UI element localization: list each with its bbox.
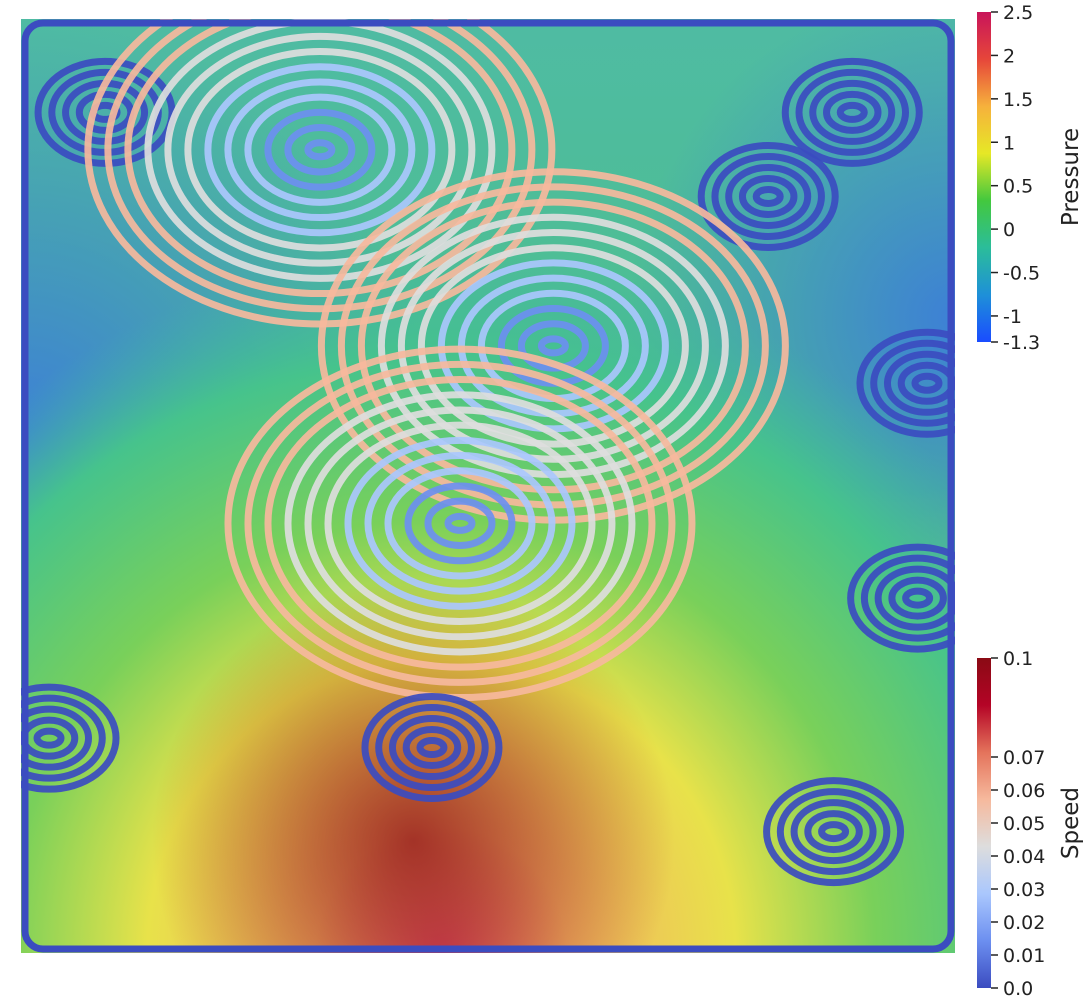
streamline — [404, 482, 516, 565]
streamline — [883, 350, 955, 416]
streamline — [911, 372, 943, 394]
streamline — [357, 198, 749, 494]
streamline — [416, 737, 448, 759]
streamline — [517, 320, 589, 372]
streamline — [304, 139, 336, 161]
streamline — [860, 554, 955, 642]
streamline — [847, 543, 955, 653]
streamline — [888, 576, 947, 620]
colorbar-tick-label: -0.5 — [1003, 263, 1040, 285]
streamline — [304, 406, 616, 641]
colorbar-tick-label: 0.06 — [1003, 780, 1045, 802]
colorbar-tick-label: 0.05 — [1003, 813, 1045, 835]
colorbar-tick-label: -1 — [1003, 306, 1022, 328]
streamline — [21, 705, 93, 771]
streamline — [337, 183, 769, 509]
colorbar-title: Pressure — [1058, 128, 1084, 226]
streamline — [104, 19, 536, 313]
colorbar-tick-label: 2 — [1003, 45, 1015, 67]
streamline — [34, 57, 176, 167]
streamline — [856, 328, 955, 438]
streamline — [224, 78, 416, 222]
streamline — [763, 777, 905, 887]
streamline — [738, 174, 798, 218]
streamline — [397, 229, 709, 463]
streamline — [444, 512, 476, 534]
streamline — [344, 436, 576, 610]
streamline — [818, 821, 850, 843]
streamline — [384, 467, 536, 580]
streamline — [324, 421, 596, 626]
streamline — [437, 259, 669, 433]
streamline — [375, 704, 489, 792]
streamline — [776, 788, 891, 876]
streamline — [184, 48, 456, 252]
streamline — [790, 799, 877, 865]
streamline — [752, 185, 784, 207]
streamline — [804, 810, 863, 854]
streamline — [264, 376, 656, 671]
streamline — [244, 360, 676, 686]
streamline — [21, 683, 120, 793]
streamline — [21, 694, 106, 782]
streamlines — [21, 19, 955, 953]
streamline — [33, 727, 65, 749]
streamline — [795, 68, 910, 156]
colorbar-tick-label: 0.02 — [1003, 912, 1045, 934]
streamline — [124, 19, 516, 298]
colorbar-tick-label: 0.01 — [1003, 945, 1045, 967]
streamline — [361, 693, 503, 803]
streamline — [902, 587, 934, 609]
streamline — [537, 335, 569, 357]
pressure-colorbar: 2.5 2 1.5 1 0.5 0 -0.5 -1 -1.3 Pressure — [977, 2, 1084, 354]
streamline — [697, 141, 839, 251]
colorbar-tick-label: 0 — [1003, 219, 1015, 241]
streamline — [204, 63, 436, 237]
streamline — [424, 497, 496, 550]
colorbar-tick-label: -1.3 — [1003, 332, 1040, 354]
colorbar-gradient — [977, 12, 991, 342]
streamline — [809, 79, 896, 145]
colorbar-tick-label: 0.1 — [1003, 648, 1033, 670]
streamline — [402, 726, 462, 770]
streamline — [711, 152, 825, 240]
streamline — [836, 101, 868, 123]
colorbar-tick-label: 0.0 — [1003, 978, 1033, 999]
colorbar-tick-label: 0.07 — [1003, 747, 1045, 769]
colorbar-tick-label: 0.03 — [1003, 879, 1045, 901]
colorbar-gradient — [977, 658, 991, 988]
streamline — [781, 57, 923, 167]
streamline — [874, 565, 955, 631]
colorbar-tick-label: 0.5 — [1003, 176, 1033, 198]
streamline — [823, 90, 882, 134]
streamline — [264, 108, 376, 191]
streamline — [870, 339, 955, 427]
streamline — [388, 715, 475, 781]
colorbar-tick-label: 2.5 — [1003, 2, 1033, 24]
streamline — [244, 93, 396, 206]
streamline-boundary — [21, 19, 955, 953]
streamline — [284, 124, 356, 176]
streamline — [164, 32, 476, 267]
colorbar-tick-label: 1.5 — [1003, 89, 1033, 111]
colorbar-title: Speed — [1058, 787, 1084, 859]
streamline — [364, 452, 556, 595]
speed-colorbar: 0.1 0.07 0.06 0.05 0.04 0.03 0.02 0.01 0.0 Speed — [977, 648, 1084, 999]
streamline — [417, 244, 689, 448]
colorbar-tick-label: 1 — [1003, 132, 1015, 154]
streamline — [725, 163, 812, 229]
colorbar-tick-label: 0.04 — [1003, 846, 1045, 868]
streamline — [284, 391, 636, 656]
